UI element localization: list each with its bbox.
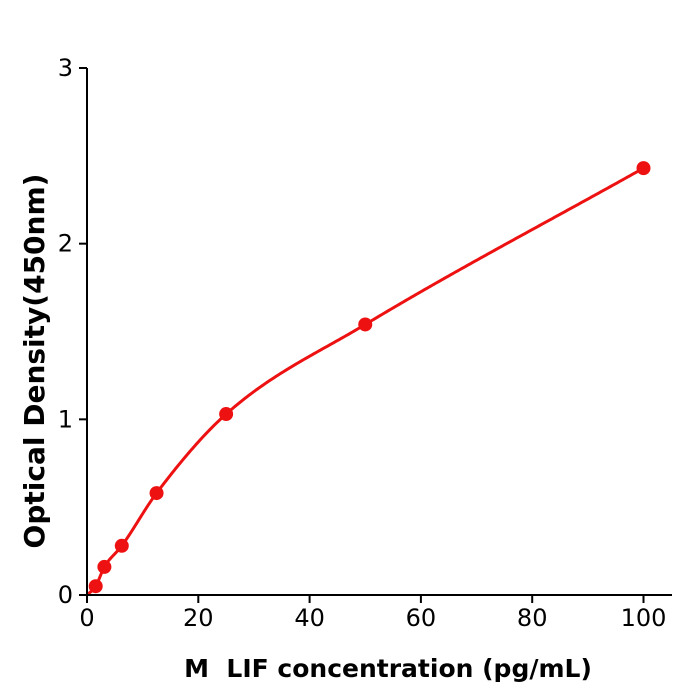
- data-point-marker: [219, 407, 234, 422]
- y-axis-ticks: 0 1 2 3: [58, 54, 87, 609]
- y-axis-title: Optical Density(450nm): [18, 174, 51, 549]
- x-tick-label: 0: [79, 604, 94, 632]
- data-points: [88, 161, 651, 594]
- y-tick-label: 3: [58, 54, 73, 82]
- y-tick-label: 0: [58, 581, 73, 609]
- x-tick-label: 20: [183, 604, 214, 632]
- data-point-marker: [97, 559, 112, 574]
- data-point-marker: [114, 538, 129, 553]
- data-point-marker: [636, 161, 651, 176]
- y-tick-label: 2: [58, 230, 73, 258]
- x-tick-label: 100: [621, 604, 667, 632]
- x-tick-label: 40: [294, 604, 325, 632]
- data-point-marker: [88, 579, 103, 594]
- data-point-marker: [358, 317, 373, 332]
- fit-curve-line: [85, 166, 645, 597]
- x-tick-label: 60: [406, 604, 437, 632]
- x-axis-title: M LIF concentration (pg/mL): [184, 654, 592, 683]
- x-tick-label: 80: [517, 604, 548, 632]
- data-point-marker: [149, 486, 164, 501]
- y-tick-label: 1: [58, 405, 73, 433]
- x-axis-ticks: 0 20 40 60 80 100: [79, 595, 666, 632]
